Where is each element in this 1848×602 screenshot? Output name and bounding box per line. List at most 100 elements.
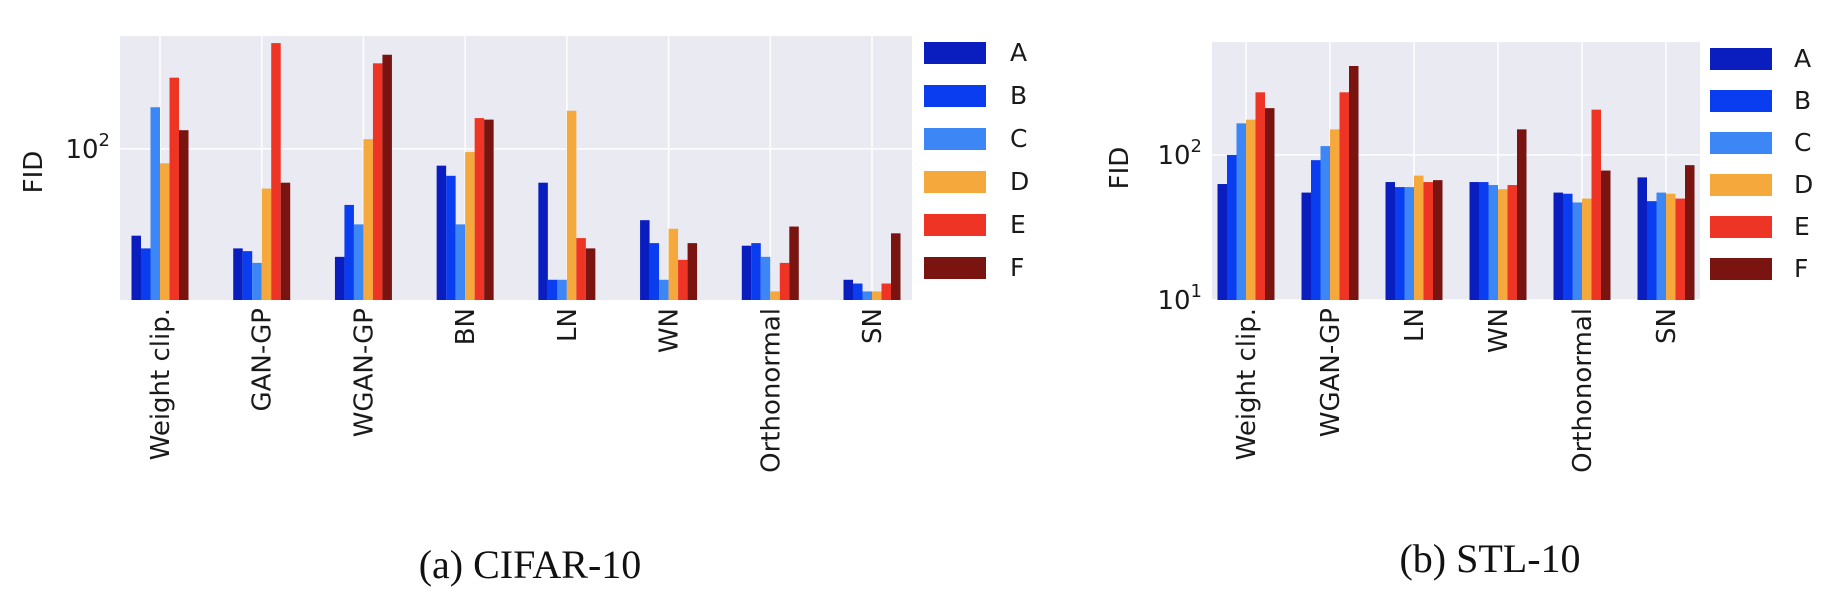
bar-D-orthonormal (770, 291, 780, 300)
x-tick-label: Weight clip. (1232, 308, 1262, 460)
y-axis-label: FID (19, 151, 49, 194)
bar-D-weight-clip- (1246, 119, 1256, 300)
bar-A-sn (843, 279, 853, 300)
bar-A-weight-clip- (131, 235, 141, 300)
bar-C-wn (1488, 185, 1498, 300)
x-tick-label: LN (553, 308, 583, 342)
bar-D-wgan-gp (1330, 129, 1340, 300)
legend-swatch (924, 85, 986, 107)
bar-B-ln (1395, 187, 1405, 300)
legend-label: B (1010, 81, 1027, 110)
bar-C-wn (659, 279, 669, 300)
bar-B-weight-clip- (141, 248, 151, 300)
y-tick-base: 10 (65, 135, 98, 165)
chart-caption: (a) CIFAR-10 (419, 542, 642, 587)
bar-C-weight-clip- (150, 107, 160, 300)
bar-C-sn (862, 291, 872, 300)
x-tick-label: WN (1484, 308, 1514, 353)
bar-D-orthonormal (1582, 198, 1592, 300)
bar-F-orthonormal (1601, 170, 1611, 300)
bar-E-wn (678, 259, 688, 300)
bar-C-ln (1404, 187, 1414, 300)
bar-D-sn (872, 291, 882, 300)
bar-E-gan-gp (271, 43, 281, 301)
bar-F-sn (1685, 165, 1695, 300)
y-tick-base: 10 (1157, 286, 1190, 316)
bar-D-ln (1414, 175, 1424, 300)
bar-F-weight-clip- (179, 130, 189, 300)
legend-swatch (1710, 132, 1772, 154)
legend-swatch (1710, 258, 1772, 280)
bar-C-wgan-gp (353, 224, 364, 300)
x-tick-label: WN (655, 308, 685, 353)
y-axis-label: FID (1105, 147, 1135, 190)
x-tick-label: Weight clip. (146, 308, 176, 460)
legend-swatch (924, 214, 986, 236)
legend-label: F (1794, 254, 1808, 283)
bar-E-bn (474, 118, 485, 301)
legend-swatch (924, 42, 986, 64)
bar-F-bn (484, 119, 494, 301)
legend-swatch (1710, 90, 1772, 112)
bar-B-weight-clip- (1227, 154, 1237, 300)
bar-B-orthonormal (751, 243, 761, 300)
y-tick-label: 102 (65, 130, 110, 165)
y-tick-exponent: 2 (99, 130, 110, 151)
bar-F-wn (687, 243, 698, 300)
chart-1: 102 FID Weight clip. GAN-GP WGAN-GP BN LN WN Ort… (19, 36, 1029, 587)
bar-F-ln (585, 248, 596, 300)
bar-E-sn (881, 283, 891, 300)
bar-F-gan-gp (280, 182, 291, 300)
legend-swatch (924, 128, 986, 150)
bar-F-orthonormal (789, 226, 799, 300)
bar-A-wgan-gp (334, 256, 345, 300)
bar-D-wn (1498, 189, 1508, 300)
bar-E-sn (1675, 198, 1685, 300)
bar-C-wgan-gp (1320, 146, 1330, 300)
x-tick-label: WGAN-GP (349, 308, 379, 437)
bar-D-sn (1666, 193, 1676, 300)
legend-swatch (1710, 216, 1772, 238)
bar-A-sn (1637, 177, 1647, 300)
legend-swatch (1710, 174, 1772, 196)
bar-B-bn (446, 175, 456, 300)
legend-label: E (1010, 210, 1026, 239)
bar-E-weight-clip- (1255, 92, 1265, 301)
bar-A-wn (640, 220, 650, 300)
bar-D-ln (566, 110, 577, 300)
y-tick-base: 10 (1157, 141, 1190, 171)
legend-label: E (1794, 212, 1810, 241)
bar-E-orthonormal (1591, 109, 1601, 300)
bar-B-wgan-gp (344, 204, 354, 300)
bar-A-ln (538, 182, 548, 300)
bar-D-wn (668, 228, 679, 300)
legend-label: C (1794, 128, 1811, 157)
bar-E-ln (576, 238, 586, 300)
bar-A-orthonormal (1553, 192, 1563, 300)
legend-swatch (1710, 48, 1772, 70)
bar-F-wn (1517, 129, 1527, 300)
bar-C-orthonormal (760, 256, 771, 300)
bar-E-wgan-gp (372, 63, 383, 301)
legend-label: A (1010, 38, 1027, 67)
legend-swatch (924, 257, 986, 279)
chart-caption: (b) STL-10 (1399, 536, 1580, 581)
bar-F-ln (1433, 180, 1443, 300)
x-tick-label: WGAN-GP (1316, 308, 1346, 437)
bar-B-sn (853, 283, 863, 300)
y-tick-exponent: 2 (1191, 136, 1202, 157)
bar-C-orthonormal (1572, 202, 1582, 300)
x-tick-label: LN (1400, 308, 1430, 342)
bar-C-sn (1656, 192, 1666, 300)
bar-D-bn (465, 152, 475, 300)
legend-label: A (1794, 44, 1811, 73)
legend-label: C (1010, 124, 1027, 153)
y-tick-label: 101 (1157, 281, 1202, 316)
bar-F-wgan-gp (382, 54, 392, 300)
bar-A-gan-gp (233, 248, 243, 300)
bar-A-bn (436, 165, 447, 300)
legend-label: B (1794, 86, 1811, 115)
